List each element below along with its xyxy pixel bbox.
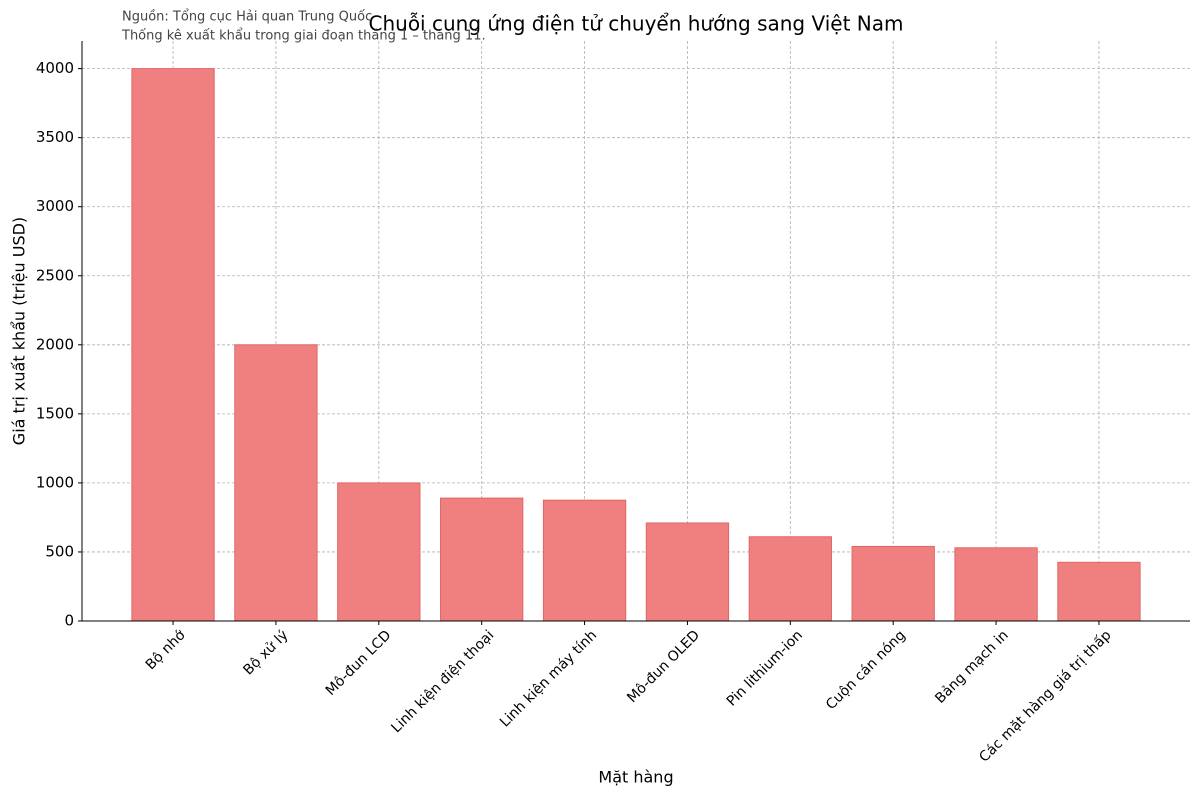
y-tick-label: 3000 <box>36 197 74 215</box>
bar <box>851 545 935 622</box>
bar <box>1057 561 1141 622</box>
bar <box>131 68 215 622</box>
bar <box>748 536 832 622</box>
x-tick-label: Bảng mạch in <box>932 627 1011 706</box>
x-tick-label: Linh kiện máy tính <box>497 627 600 730</box>
bar <box>645 522 730 622</box>
x-tick-label: Cuộn cán nóng <box>823 627 909 713</box>
annotation: Nguồn: Tổng cục Hải quan Trung Quốc <box>122 10 372 25</box>
bar <box>234 344 318 622</box>
y-tick-label: 0 <box>64 612 74 630</box>
y-tick-label: 500 <box>45 542 74 560</box>
x-tick-label: Mô-đun OLED <box>624 627 703 706</box>
y-tick-label: 1500 <box>36 404 74 422</box>
chart-title: Chuỗi cung ứng điện tử chuyển hướng sang… <box>369 12 904 36</box>
x-tick-label: Mô-đun LCD <box>323 627 395 699</box>
bar <box>337 482 421 622</box>
bar <box>954 547 1038 622</box>
x-tick-label: Bộ xử lý <box>240 627 291 678</box>
y-tick-label: 2000 <box>36 335 74 353</box>
x-tick-label: Pin lithium-ion <box>724 627 806 709</box>
y-axis-label: Giá trị xuất khẩu (triệu USD) <box>10 217 29 445</box>
bar <box>440 497 524 622</box>
y-tick-label: 2500 <box>36 266 74 284</box>
bar <box>542 499 627 622</box>
y-tick-label: 4000 <box>36 59 74 77</box>
x-tick-label: Bộ nhớ <box>143 627 189 673</box>
x-axis-label: Mặt hàng <box>598 768 673 787</box>
x-tick-label: Linh kiện điện thoại <box>388 627 497 736</box>
y-tick-label: 1000 <box>36 473 74 491</box>
annotation: Thống kê xuất khẩu trong giai đoạn tháng… <box>121 29 486 44</box>
y-tick-label: 3500 <box>36 128 74 146</box>
